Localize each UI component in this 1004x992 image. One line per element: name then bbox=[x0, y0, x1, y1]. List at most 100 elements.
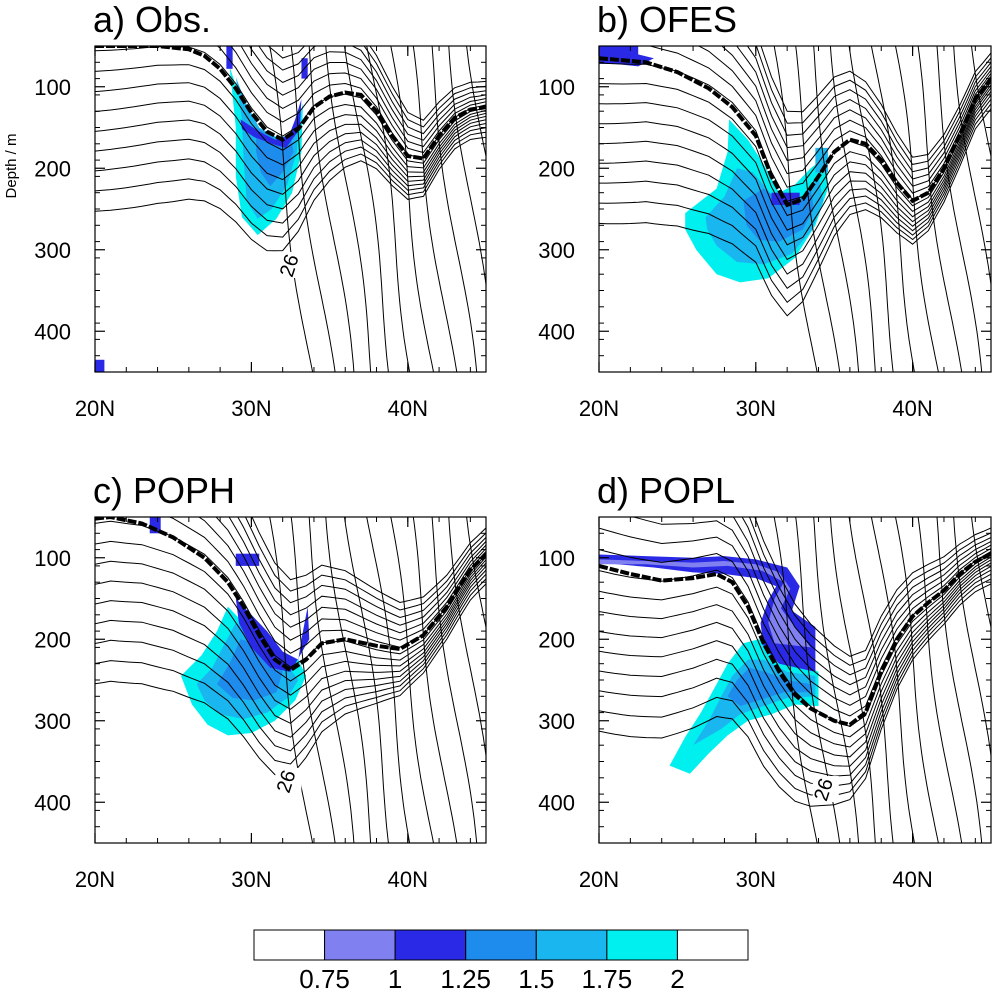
panel-title: c) POPH bbox=[93, 470, 235, 511]
contour-line bbox=[993, 517, 1004, 843]
contour-line bbox=[95, 123, 486, 210]
contour-line bbox=[95, 578, 486, 765]
contour-line bbox=[95, 64, 486, 169]
contour-line bbox=[366, 46, 411, 372]
plot-area bbox=[95, 517, 531, 843]
contour-line bbox=[732, 517, 991, 686]
x-tick-label: 30N bbox=[736, 867, 776, 892]
contour-line bbox=[488, 517, 531, 843]
x-tick-label: 30N bbox=[736, 396, 776, 421]
contour-line bbox=[488, 46, 531, 372]
contour-line bbox=[829, 46, 876, 372]
y-tick-label: 200 bbox=[538, 627, 575, 652]
contour-line bbox=[95, 131, 486, 238]
y-tick-label: 400 bbox=[34, 790, 71, 815]
x-tick-label: 40N bbox=[892, 867, 932, 892]
contour-line bbox=[599, 103, 991, 304]
contour-line bbox=[599, 108, 991, 317]
contour-line bbox=[95, 46, 486, 164]
contour-line bbox=[829, 517, 876, 843]
contour-line bbox=[760, 46, 991, 158]
plot-area bbox=[599, 46, 991, 372]
contour-line bbox=[917, 517, 963, 843]
contour-line bbox=[248, 46, 486, 141]
contour-line bbox=[269, 517, 314, 843]
y-tick-label: 100 bbox=[538, 546, 575, 571]
contour-line bbox=[599, 98, 991, 290]
colorbar-swatch bbox=[606, 929, 678, 961]
contour-line bbox=[599, 87, 991, 246]
x-tick-label: 40N bbox=[892, 396, 932, 421]
contour-line bbox=[754, 517, 991, 657]
x-tick-label: 30N bbox=[231, 867, 271, 892]
colorbar-label: 1.5 bbox=[518, 964, 554, 992]
contour-line bbox=[308, 46, 355, 372]
contour-line bbox=[431, 517, 478, 843]
shaded-region-0.75 bbox=[599, 559, 811, 648]
y-tick-label: 200 bbox=[538, 156, 575, 181]
contour-line bbox=[390, 517, 434, 843]
contour-line bbox=[95, 559, 486, 696]
contour-line bbox=[412, 517, 458, 843]
contour-line bbox=[917, 46, 963, 372]
contour-line bbox=[308, 517, 355, 843]
contour-line bbox=[971, 517, 991, 630]
y-tick-label: 300 bbox=[34, 238, 71, 263]
contour-line bbox=[344, 46, 389, 372]
panel-title: d) POPL bbox=[597, 470, 735, 511]
y-tick-label: 400 bbox=[538, 319, 575, 344]
y-tick-label: 400 bbox=[538, 790, 575, 815]
contour-line bbox=[895, 46, 939, 372]
contour-line bbox=[95, 573, 486, 752]
contour-line bbox=[870, 517, 915, 843]
contour-line bbox=[448, 517, 486, 760]
contour-label-bg bbox=[278, 252, 305, 279]
panel-1: 20N 30N 40N 100 200 300 400 b) OFES bbox=[538, 0, 992, 421]
panel-title: a) Obs. bbox=[93, 0, 211, 40]
contour-line bbox=[95, 100, 486, 181]
contour-line bbox=[95, 569, 486, 738]
contour-line bbox=[746, 46, 991, 173]
contour-line bbox=[971, 46, 991, 159]
contour-line bbox=[240, 46, 486, 148]
x-tick-label: 20N bbox=[579, 396, 619, 421]
contour-line bbox=[599, 565, 991, 767]
contour-line bbox=[228, 517, 486, 626]
contour-line bbox=[237, 517, 486, 619]
shaded-cell-1 bbox=[235, 553, 260, 566]
contour-line bbox=[366, 517, 411, 843]
contour-line bbox=[95, 127, 486, 224]
contour-line bbox=[95, 136, 486, 252]
contour-line bbox=[895, 517, 939, 843]
contour-line bbox=[215, 517, 486, 634]
colorbar-swatch bbox=[676, 929, 749, 961]
contour-line bbox=[741, 517, 991, 676]
contour-line bbox=[736, 46, 991, 180]
contour-label-bg bbox=[275, 767, 302, 794]
y-tick-label: 400 bbox=[34, 319, 71, 344]
contour-line bbox=[325, 517, 372, 843]
colorbar-label: 1.25 bbox=[440, 964, 491, 992]
contour-line bbox=[599, 94, 991, 275]
y-tick-label: 300 bbox=[34, 709, 71, 734]
x-tick-label: 40N bbox=[388, 396, 428, 421]
contour-lines bbox=[599, 46, 991, 372]
thick-contour-line bbox=[599, 56, 991, 208]
contour-line bbox=[448, 46, 486, 289]
contour-line bbox=[599, 578, 991, 797]
plot-area bbox=[95, 46, 531, 372]
x-tick-label: 20N bbox=[75, 867, 115, 892]
x-tick-label: 20N bbox=[579, 867, 619, 892]
shaded-region-1.25 bbox=[727, 667, 811, 707]
contour-line bbox=[748, 517, 991, 666]
contour-line bbox=[198, 517, 486, 641]
thick-contour-line bbox=[95, 46, 486, 161]
shaded-region-1 bbox=[240, 99, 302, 148]
contour-line bbox=[599, 562, 991, 758]
contour-line bbox=[269, 46, 314, 372]
contour-line bbox=[244, 517, 486, 611]
contour-line bbox=[599, 84, 991, 231]
contour-line bbox=[599, 90, 991, 261]
shaded-cell-1 bbox=[226, 46, 233, 69]
